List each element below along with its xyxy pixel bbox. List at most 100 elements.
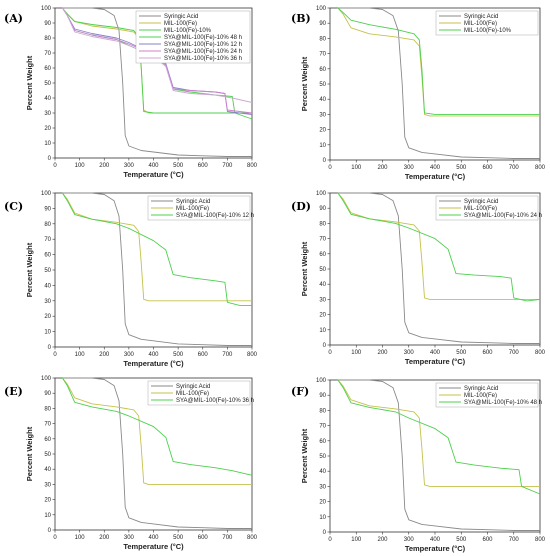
x-axis-label: Temperature (°C) bbox=[405, 172, 466, 181]
x-tick-label: 700 bbox=[509, 537, 520, 543]
x-tick-label: 300 bbox=[124, 535, 135, 541]
y-tick-label: 30 bbox=[319, 112, 326, 118]
y-tick-label: 30 bbox=[44, 482, 51, 488]
series-line-1 bbox=[337, 192, 540, 300]
y-tick-label: 100 bbox=[316, 378, 327, 384]
x-tick-label: 200 bbox=[377, 165, 388, 171]
y-tick-label: 40 bbox=[44, 467, 51, 473]
y-axis-label: Percent Weight bbox=[25, 55, 34, 110]
chart-panel-f: (F) 0 100 200 300 400 500 600 700 800 0 10 20 30 40 50 6… bbox=[291, 378, 546, 553]
y-tick-label: 100 bbox=[316, 191, 327, 197]
series-line-0 bbox=[62, 377, 252, 529]
x-axis-label: Temperature (°C) bbox=[405, 544, 466, 553]
y-tick-label: 50 bbox=[44, 452, 51, 458]
x-tick-label: 400 bbox=[148, 163, 159, 169]
y-tick-label: 40 bbox=[319, 97, 326, 103]
x-tick-label: 0 bbox=[53, 352, 57, 358]
x-tick-label: 100 bbox=[75, 163, 86, 169]
y-tick-label: 20 bbox=[44, 314, 51, 320]
x-tick-label: 600 bbox=[482, 350, 493, 356]
legend-entry: Syringic Acid bbox=[176, 384, 210, 390]
y-tick-label: 80 bbox=[44, 36, 51, 42]
y-tick-label: 10 bbox=[319, 328, 326, 334]
y-tick-label: 90 bbox=[44, 21, 51, 27]
x-tick-label: 500 bbox=[456, 350, 467, 356]
x-axis-label: Temperature (°C) bbox=[405, 357, 466, 366]
x-tick-label: 700 bbox=[509, 165, 520, 171]
x-tick-label: 800 bbox=[535, 165, 546, 171]
y-axis-label: Percent Weight bbox=[300, 241, 309, 296]
x-tick-label: 800 bbox=[247, 352, 258, 358]
x-tick-label: 500 bbox=[173, 163, 184, 169]
x-axis-label: Temperature (°C) bbox=[123, 542, 184, 551]
chart-panel-d: (D) 0 100 200 300 400 500 600 700 800 0 10 20 30 40 50 6… bbox=[291, 191, 546, 366]
y-tick-label: 60 bbox=[319, 439, 326, 445]
x-tick-label: 400 bbox=[148, 352, 159, 358]
panel-label: (A) bbox=[4, 12, 23, 25]
x-tick-label: 0 bbox=[328, 350, 332, 356]
y-tick-label: 10 bbox=[44, 330, 51, 336]
y-tick-label: 90 bbox=[319, 206, 326, 212]
panel-label: (F) bbox=[291, 385, 309, 398]
x-tick-label: 500 bbox=[173, 352, 184, 358]
panel-label: (C) bbox=[4, 200, 23, 213]
series-line-1 bbox=[62, 192, 252, 302]
chart-panel-b: (B) 0 100 200 300 400 500 600 700 800 0 10 20 30 40 50 6… bbox=[291, 6, 546, 181]
legend-entry: MIL-100(Fe) bbox=[464, 206, 497, 212]
series-line-1 bbox=[337, 379, 540, 487]
legend-entry: Syringic Acid bbox=[464, 14, 498, 20]
y-tick-label: 100 bbox=[41, 376, 52, 382]
y-tick-label: 70 bbox=[44, 422, 51, 428]
legend-entry: SYA@MIL-100(Fe)-10% 48 h bbox=[164, 35, 242, 41]
y-tick-label: 90 bbox=[319, 393, 326, 399]
x-tick-label: 200 bbox=[377, 537, 388, 543]
x-tick-label: 700 bbox=[509, 350, 520, 356]
y-tick-label: 80 bbox=[319, 221, 326, 227]
legend-entry: MIL-100(Fe)-10% bbox=[464, 28, 512, 34]
series-line-0 bbox=[62, 7, 252, 157]
x-tick-label: 800 bbox=[247, 535, 258, 541]
y-tick-label: 60 bbox=[319, 67, 326, 73]
legend-entry: SYA@MIL-100(Fe)-10% 12 h bbox=[176, 213, 254, 219]
y-tick-label: 0 bbox=[323, 158, 327, 164]
x-tick-label: 100 bbox=[75, 535, 86, 541]
y-tick-label: 90 bbox=[319, 21, 326, 27]
y-tick-label: 60 bbox=[44, 253, 51, 259]
x-tick-label: 400 bbox=[430, 537, 441, 543]
y-tick-label: 100 bbox=[41, 6, 52, 12]
series-line-2 bbox=[62, 192, 252, 306]
series-line-0 bbox=[337, 379, 540, 531]
chart-panel-e: (E) 0 100 200 300 400 500 600 700 800 0 10 20 30 40 50 6… bbox=[4, 376, 258, 551]
y-axis-label: Percent Weight bbox=[25, 242, 34, 297]
y-tick-label: 0 bbox=[48, 156, 52, 162]
y-tick-label: 20 bbox=[319, 500, 326, 506]
y-tick-label: 20 bbox=[319, 128, 326, 134]
y-axis-label: Percent Weight bbox=[300, 428, 309, 483]
legend-entry: Syringic Acid bbox=[464, 386, 498, 392]
x-tick-label: 200 bbox=[377, 350, 388, 356]
y-tick-label: 100 bbox=[41, 191, 52, 197]
series-line-0 bbox=[337, 7, 540, 159]
series-line-2 bbox=[337, 379, 541, 495]
y-tick-label: 10 bbox=[319, 515, 326, 521]
y-tick-label: 80 bbox=[44, 406, 51, 412]
y-tick-label: 80 bbox=[44, 222, 51, 228]
y-tick-label: 70 bbox=[44, 51, 51, 57]
y-tick-label: 0 bbox=[323, 530, 327, 536]
y-tick-label: 50 bbox=[44, 268, 51, 274]
x-tick-label: 300 bbox=[404, 165, 415, 171]
x-tick-label: 400 bbox=[148, 535, 159, 541]
y-tick-label: 30 bbox=[319, 297, 326, 303]
y-tick-label: 60 bbox=[44, 66, 51, 72]
x-tick-label: 0 bbox=[328, 165, 332, 171]
y-tick-label: 100 bbox=[316, 6, 327, 12]
y-tick-label: 80 bbox=[319, 36, 326, 42]
x-tick-label: 600 bbox=[482, 537, 493, 543]
legend-entry: SYA@MIL-100(Fe)-10% 24 h bbox=[464, 213, 542, 219]
series-line-2 bbox=[62, 377, 253, 476]
x-tick-label: 400 bbox=[430, 165, 441, 171]
y-tick-label: 0 bbox=[48, 528, 52, 534]
x-tick-label: 100 bbox=[351, 350, 362, 356]
y-axis-label: Percent Weight bbox=[25, 426, 34, 481]
